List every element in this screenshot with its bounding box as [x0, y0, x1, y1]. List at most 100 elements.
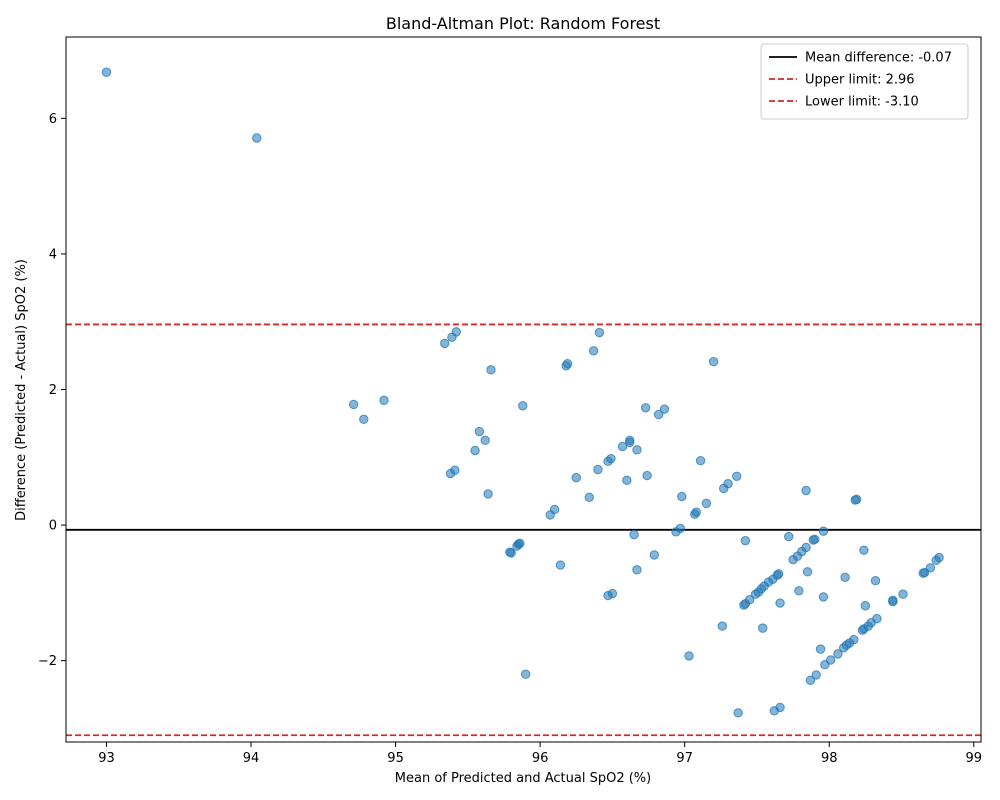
x-tick-label: 94	[243, 751, 260, 766]
y-tick-label: 4	[49, 247, 57, 262]
data-point	[684, 651, 694, 661]
data-point	[784, 531, 794, 542]
x-tick-label: 96	[532, 751, 549, 766]
data-point	[717, 621, 727, 631]
data-point	[629, 529, 639, 540]
data-point	[840, 572, 850, 582]
data-point	[794, 586, 804, 596]
data-point	[483, 489, 493, 499]
data-point	[695, 455, 706, 466]
data-point	[622, 475, 632, 486]
data-point	[775, 598, 785, 608]
data-point	[818, 526, 829, 536]
data-point	[594, 327, 605, 338]
legend-entry: Mean difference: -0.07	[805, 51, 952, 66]
data-point	[588, 346, 599, 356]
x-tick-label: 95	[387, 751, 404, 766]
data-point	[447, 332, 457, 343]
data-point	[811, 670, 821, 680]
data-point	[603, 590, 613, 601]
data-point	[820, 660, 830, 670]
data-point	[802, 567, 813, 577]
data-point	[445, 468, 456, 479]
data-point	[659, 404, 670, 414]
legend-entry: Upper limit: 2.96	[805, 73, 915, 88]
chart-title: Bland-Altman Plot: Random Forest	[386, 14, 660, 33]
x-tick-label: 93	[98, 751, 115, 766]
data-point	[931, 555, 941, 566]
data-point	[632, 565, 642, 575]
data-point	[758, 623, 768, 633]
legend: Mean difference: -0.07 Upper limit: 2.96 L…	[760, 43, 969, 120]
data-point	[480, 435, 490, 446]
y-tick-label: 2	[49, 383, 57, 398]
data-point	[486, 365, 496, 375]
data-point	[815, 644, 826, 654]
data-point	[859, 545, 869, 555]
data-point	[617, 441, 628, 452]
data-point	[671, 527, 681, 537]
data-point	[833, 649, 843, 659]
data-point	[860, 601, 871, 611]
data-point	[888, 596, 898, 607]
data-point	[545, 510, 555, 520]
x-tick-label: 99	[965, 751, 982, 766]
data-point	[740, 535, 751, 546]
y-axis-label: Difference (Predicted - Actual) SpO2 (%)	[14, 259, 29, 521]
data-point	[101, 67, 112, 77]
data-point	[649, 550, 660, 560]
data-point	[898, 589, 908, 599]
data-point	[719, 483, 729, 494]
data-point	[625, 437, 635, 448]
y-tick-label: −2	[38, 654, 57, 669]
x-tick-label: 98	[821, 751, 838, 766]
y-tick-label: 0	[49, 519, 57, 534]
plot-area: 93 94 95 96 97 98 99 −2 0 2 4 6	[38, 36, 982, 766]
data-point	[750, 589, 761, 599]
legend-entry: Lower limit: -3.10	[805, 95, 919, 110]
data-point	[701, 498, 712, 509]
data-point	[593, 464, 603, 475]
data-point	[512, 541, 522, 551]
plot-frame	[65, 36, 982, 743]
data-point	[252, 133, 262, 143]
x-axis-label: Mean of Predicted and Actual SpO2 (%)	[395, 771, 651, 786]
data-point	[708, 357, 719, 367]
data-point	[520, 669, 531, 679]
data-point	[788, 554, 798, 565]
data-point	[640, 403, 651, 413]
data-point	[348, 399, 359, 410]
data-point	[769, 706, 779, 716]
data-point	[677, 491, 687, 502]
data-point	[838, 643, 849, 653]
data-point	[379, 395, 389, 406]
data-point	[474, 426, 485, 437]
data-point	[739, 600, 749, 610]
data-point	[571, 472, 581, 483]
data-point	[818, 592, 829, 602]
legend-box	[760, 43, 969, 120]
data-point	[632, 445, 642, 455]
data-point	[801, 485, 811, 496]
data-point	[732, 471, 742, 481]
data-point	[603, 456, 613, 467]
data-point	[918, 568, 928, 578]
data-point	[810, 534, 820, 545]
x-tick-label: 97	[676, 751, 693, 766]
data-point	[857, 625, 868, 635]
data-point	[690, 509, 700, 519]
data-point	[440, 338, 450, 349]
data-point	[584, 492, 594, 502]
y-tick-label: 6	[49, 112, 57, 127]
data-point	[642, 470, 652, 481]
data-point	[505, 547, 515, 557]
data-point	[561, 361, 571, 371]
data-point	[555, 560, 566, 570]
scatter-points	[101, 67, 944, 718]
data-point	[805, 675, 816, 686]
data-point	[733, 708, 743, 718]
data-point	[518, 401, 528, 411]
data-point	[851, 494, 862, 505]
data-point	[359, 414, 369, 425]
